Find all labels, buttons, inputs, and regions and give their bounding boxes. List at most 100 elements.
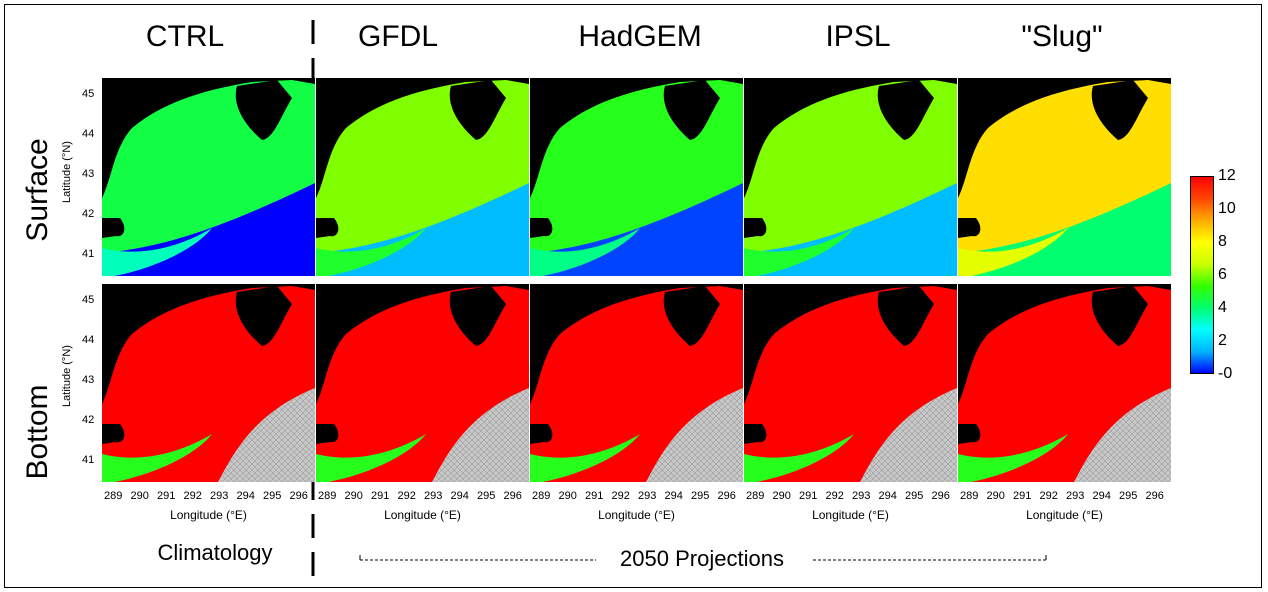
lon-tick-label: 289 <box>532 490 551 502</box>
lat-tick-label: 42 <box>82 414 95 426</box>
lat-tick-label: 45 <box>82 88 95 100</box>
cape-cod-land <box>744 218 767 238</box>
column-title-3: IPSL <box>825 20 891 53</box>
nova-scotia-land <box>1091 80 1148 140</box>
lon-tick-label: 291 <box>157 490 176 502</box>
deep-basin <box>764 335 879 449</box>
lat-tick-label: 43 <box>82 374 95 386</box>
lat-tick-label: 43 <box>82 168 95 180</box>
lon-tick-label: 294 <box>1092 490 1111 502</box>
cape-cod-land <box>316 424 339 444</box>
lat-tick-label: 45 <box>82 294 95 306</box>
cape-cod-land <box>530 424 553 444</box>
colorbar-tick-label: 4 <box>1218 299 1227 316</box>
lon-tick-label: 290 <box>772 490 791 502</box>
colorbar <box>1190 176 1214 374</box>
cape-cod-land <box>102 424 125 444</box>
shelf-band <box>530 434 640 482</box>
figure-frame <box>4 4 1262 588</box>
lon-tick-label: 292 <box>397 490 416 502</box>
lon-tick-label: 290 <box>344 490 363 502</box>
lon-tick-label: 291 <box>585 490 604 502</box>
lon-tick-label: 290 <box>986 490 1005 502</box>
shelf-band <box>744 434 854 482</box>
climatology-label: Climatology <box>157 540 273 565</box>
cape-cod-land <box>530 218 553 238</box>
nova-scotia-land <box>235 80 292 140</box>
lon-tick-label: 289 <box>746 490 765 502</box>
lon-tick-label: 293 <box>638 490 657 502</box>
column-title-0: CTRL <box>145 20 225 53</box>
lon-tick-label: 296 <box>503 490 522 502</box>
cape-cod-land <box>744 424 767 444</box>
deep-basin <box>336 335 451 449</box>
lat-tick-label: 44 <box>82 128 95 140</box>
lon-axis-label: Longitude (°E) <box>598 508 675 522</box>
lon-tick-label: 294 <box>450 490 469 502</box>
cape-cod-land <box>958 424 981 444</box>
nova-scotia-land <box>235 286 292 346</box>
nova-scotia-land <box>877 80 934 140</box>
projections-label: 2050 Projections <box>620 546 784 571</box>
shelf-band <box>316 228 426 276</box>
cape-cod-land <box>316 218 339 238</box>
shelf-band <box>744 228 854 276</box>
colorbar-tick-label: 8 <box>1218 233 1227 250</box>
lat-axis-label-bottom: Latitude (°N) <box>61 345 73 407</box>
lon-tick-label: 293 <box>852 490 871 502</box>
lon-tick-label: 296 <box>289 490 308 502</box>
lon-tick-label: 296 <box>717 490 736 502</box>
lon-tick-label: 290 <box>558 490 577 502</box>
colorbar-tick-label: 12 <box>1218 167 1236 184</box>
lon-tick-label: 291 <box>371 490 390 502</box>
lon-tick-label: 294 <box>878 490 897 502</box>
nova-scotia-land <box>877 286 934 346</box>
no-data-region <box>860 388 957 482</box>
map-panel-surface-3 <box>744 78 957 276</box>
lon-tick-label: 292 <box>183 490 202 502</box>
shelf-band <box>530 228 640 276</box>
lon-tick-label: 295 <box>1119 490 1138 502</box>
lon-tick-label: 289 <box>960 490 979 502</box>
cape-cod-land <box>958 218 981 238</box>
nova-scotia-land <box>663 286 720 346</box>
shelf-band <box>958 434 1068 482</box>
cape-cod-land <box>102 218 125 238</box>
shelf-band <box>102 228 212 276</box>
column-title-4: "Slug" <box>1021 20 1103 53</box>
lon-tick-label: 294 <box>236 490 255 502</box>
map-panel-bottom-4 <box>958 284 1171 482</box>
lat-tick-label: 41 <box>82 454 95 466</box>
no-data-region <box>1074 388 1171 482</box>
map-panel-surface-1 <box>316 78 529 276</box>
lon-tick-label: 293 <box>210 490 229 502</box>
lon-axis-label: Longitude (°E) <box>812 508 889 522</box>
column-title-2: HadGEM <box>578 20 702 53</box>
lon-tick-label: 292 <box>825 490 844 502</box>
column-title-1: GFDL <box>357 20 439 53</box>
lon-tick-label: 295 <box>905 490 924 502</box>
lon-axis-label: Longitude (°E) <box>1026 508 1103 522</box>
lon-tick-label: 295 <box>263 490 282 502</box>
colorbar-tick-label: 10 <box>1218 200 1236 217</box>
lon-tick-label: 291 <box>799 490 818 502</box>
lat-tick-label: 42 <box>82 208 95 220</box>
deep-basin <box>122 335 237 449</box>
map-panel-bottom-3 <box>744 284 957 482</box>
lon-tick-label: 296 <box>931 490 950 502</box>
lon-axis-label: Longitude (°E) <box>170 508 247 522</box>
map-panel-bottom-2 <box>530 284 743 482</box>
lon-tick-label: 289 <box>104 490 123 502</box>
deep-basin <box>978 335 1093 449</box>
deep-basin <box>550 335 665 449</box>
lon-tick-label: 292 <box>1039 490 1058 502</box>
lon-tick-label: 294 <box>664 490 683 502</box>
no-data-region <box>218 388 315 482</box>
row-title-bottom: Bottom <box>21 384 54 480</box>
nova-scotia-land <box>663 80 720 140</box>
colorbar-tick-label: 2 <box>1218 332 1227 349</box>
map-panel-surface-0 <box>102 78 315 276</box>
map-panel-surface-4 <box>958 78 1171 276</box>
shelf-band <box>102 434 212 482</box>
lon-axis-label: Longitude (°E) <box>384 508 461 522</box>
